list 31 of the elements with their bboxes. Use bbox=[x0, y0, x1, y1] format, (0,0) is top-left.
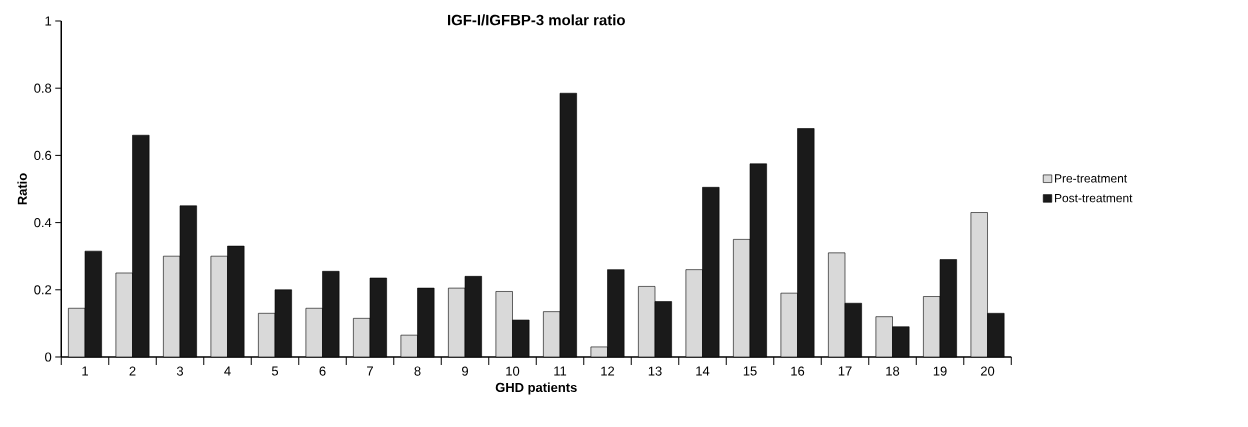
x-tick-label: 3 bbox=[176, 366, 184, 376]
y-tick-label: 0.2 bbox=[34, 285, 52, 295]
y-tick-label: 0.4 bbox=[34, 218, 52, 228]
x-tick-label: 18 bbox=[886, 366, 900, 376]
x-tick-label: 15 bbox=[743, 366, 757, 376]
y-axis-title: Ratio bbox=[17, 173, 27, 205]
x-tick-label: 5 bbox=[271, 366, 279, 376]
x-tick-label: 17 bbox=[838, 366, 852, 376]
x-tick-label: 2 bbox=[129, 366, 136, 376]
x-tick-label: 14 bbox=[696, 366, 710, 376]
x-axis-title: GHD patients bbox=[495, 382, 577, 395]
legend-label: Post-treatment bbox=[1055, 194, 1133, 203]
x-tick-label: 20 bbox=[980, 366, 995, 376]
x-tick-label: 11 bbox=[554, 366, 567, 376]
x-tick-label: 10 bbox=[506, 366, 520, 376]
x-tick-label: 1 bbox=[82, 366, 88, 376]
x-tick-label: 6 bbox=[319, 366, 326, 376]
legend-label: Pre-treatment bbox=[1055, 174, 1128, 183]
y-tick-label: 0.6 bbox=[34, 150, 52, 160]
x-tick-label: 4 bbox=[224, 366, 231, 376]
y-tick-label: 0 bbox=[45, 352, 52, 362]
x-tick-label: 9 bbox=[462, 366, 468, 376]
x-tick-label: 12 bbox=[601, 366, 615, 376]
x-tick-label: 19 bbox=[933, 366, 947, 376]
x-tick-label: 16 bbox=[791, 366, 805, 376]
x-tick-label: 7 bbox=[367, 366, 373, 376]
x-tick-label: 13 bbox=[648, 366, 662, 376]
x-tick-label: 8 bbox=[414, 366, 421, 376]
y-tick-label: 1 bbox=[45, 16, 52, 26]
chart-title: IGF-I/IGFBP-3 molar ratio bbox=[448, 14, 625, 26]
y-tick-label: 0.8 bbox=[34, 83, 52, 93]
